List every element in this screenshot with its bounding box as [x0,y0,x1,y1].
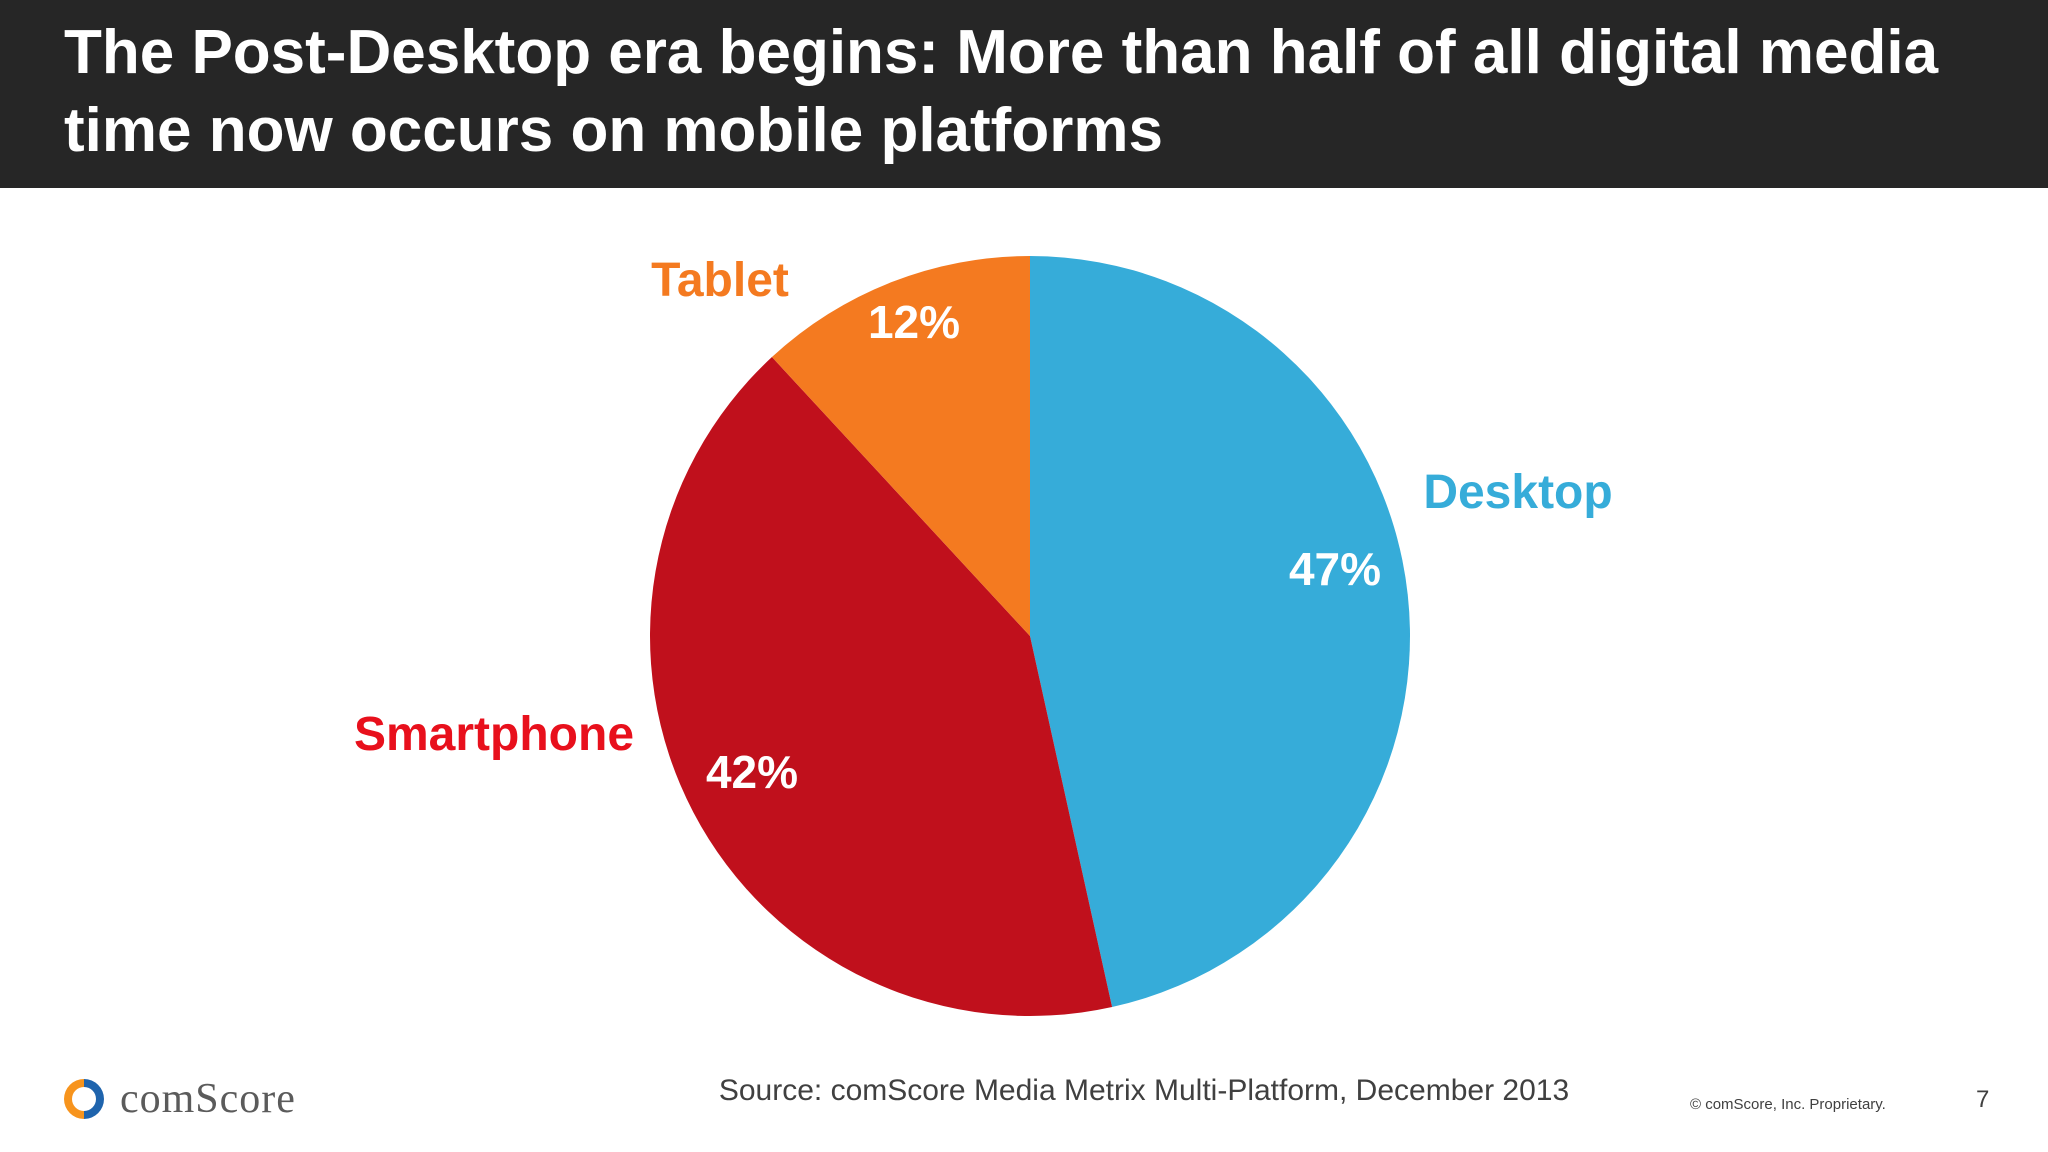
pie-slice-smartphone [650,357,1113,1017]
pie-slice-desktop [1030,256,1411,1008]
value-label-tablet: 12% [868,296,960,348]
source-note: Source: comScore Media Metrix Multi-Plat… [718,1074,1570,1107]
comscore-logo: comScore [62,1074,296,1124]
category-label-tablet: Tablet [651,254,789,307]
value-label-desktop: 47% [1289,543,1381,595]
copyright-note: © comScore, Inc. Proprietary. [1690,1096,1886,1113]
comscore-logo-text: comScore [120,1076,296,1122]
pie-slice-tablet [771,256,1030,636]
page-number: 7 [1976,1086,1990,1113]
title-bar: The Post-Desktop era begins: More than h… [0,0,2048,188]
category-label-smartphone: Smartphone [354,708,634,761]
value-label-smartphone: 42% [706,746,798,798]
category-label-desktop: Desktop [1423,466,1612,519]
page-title: The Post-Desktop era begins: More than h… [64,18,1939,165]
comscore-logo-icon [64,1079,104,1119]
